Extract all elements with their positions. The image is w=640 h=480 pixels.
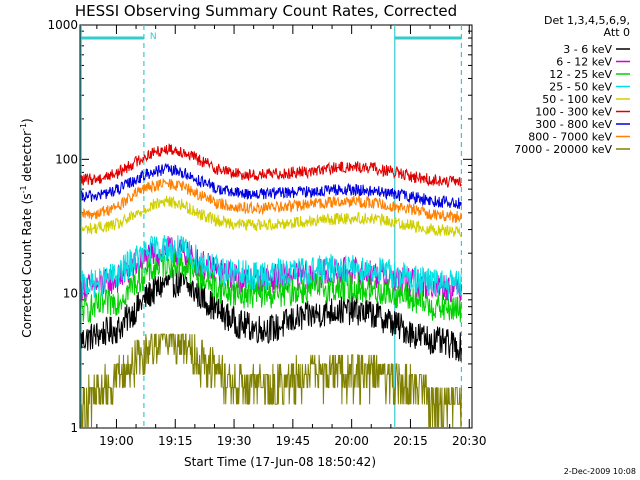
- series-line-8: [80, 333, 462, 428]
- legend-label: 25 - 50 keV: [549, 81, 612, 94]
- x-tick-label: 20:30: [452, 434, 487, 448]
- legend-header: Att 0: [604, 26, 630, 39]
- legend-header: Det 1,3,4,5,6,9,: [544, 14, 630, 27]
- x-tick-label: 20:00: [334, 434, 369, 448]
- legend-label: 300 - 800 keV: [535, 118, 612, 131]
- legend-label: 6 - 12 keV: [556, 56, 612, 69]
- series-line-6: [80, 162, 462, 210]
- series-line-3: [80, 234, 462, 300]
- y-tick-label: 100: [55, 152, 78, 166]
- y-tick-label: 1000: [47, 18, 78, 32]
- legend-label: 50 - 100 keV: [542, 93, 612, 106]
- legend-label: 100 - 300 keV: [535, 106, 612, 119]
- series-line-0: [80, 266, 462, 362]
- x-tick-label: 19:30: [217, 434, 252, 448]
- flag-label: N: [150, 32, 157, 42]
- series-line-4: [80, 195, 462, 238]
- footer-date: 2-Dec-2009 10:08: [564, 467, 636, 476]
- legend-label: 800 - 7000 keV: [528, 131, 612, 144]
- series-line-7: [80, 178, 462, 224]
- x-tick-label: 19:00: [99, 434, 134, 448]
- legend-label: 12 - 25 keV: [549, 68, 612, 81]
- y-tick-label: 10: [63, 287, 78, 301]
- series-line-2: [80, 249, 462, 323]
- y-axis-label: Corrected Count Rate (s-1 detector-1): [19, 118, 34, 337]
- x-tick-label: 19:15: [158, 434, 193, 448]
- plot-frame: [79, 24, 473, 429]
- series-line-5: [80, 143, 462, 188]
- x-tick-label: 20:15: [393, 434, 428, 448]
- x-tick-label: 19:45: [276, 434, 311, 448]
- legend-label: 3 - 6 keV: [563, 43, 612, 56]
- chart-title: HESSI Observing Summary Count Rates, Cor…: [75, 2, 457, 20]
- x-axis-label: Start Time (17-Jun-08 18:50:42): [184, 455, 376, 469]
- legend-label: 7000 - 20000 keV: [514, 143, 612, 156]
- plot-area: 1 10 100 1000 19:00 19:15 19:30 19:45 20:00 20:15…: [47, 18, 486, 448]
- y-tick-label: 1: [70, 421, 78, 435]
